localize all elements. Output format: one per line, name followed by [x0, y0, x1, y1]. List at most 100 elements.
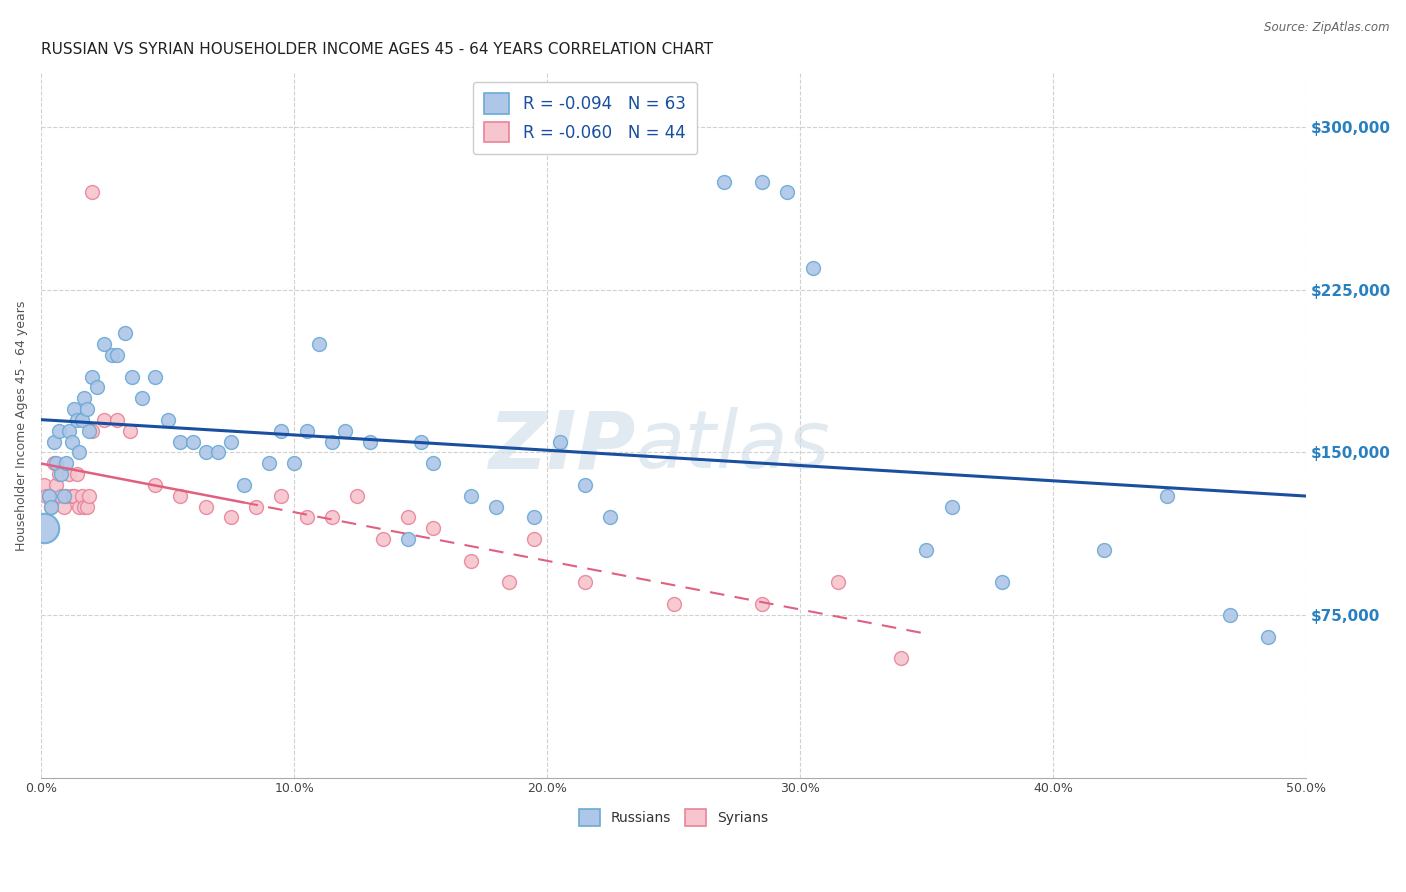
Point — [32, 478, 55, 492]
Point — [485, 500, 508, 514]
Point — [523, 510, 546, 524]
Point — [169, 434, 191, 449]
Text: ZIP: ZIP — [488, 408, 636, 485]
Point — [751, 175, 773, 189]
Point — [915, 543, 938, 558]
Point — [63, 489, 86, 503]
Point — [321, 434, 343, 449]
Point — [73, 391, 96, 405]
Text: atlas: atlas — [636, 408, 831, 485]
Point — [941, 500, 963, 514]
Point — [371, 532, 394, 546]
Point — [38, 489, 60, 503]
Point — [409, 434, 432, 449]
Point — [55, 489, 77, 503]
Point — [35, 489, 58, 503]
Point — [70, 489, 93, 503]
Point — [1219, 607, 1241, 622]
Point — [131, 391, 153, 405]
Point — [257, 456, 280, 470]
Point — [156, 413, 179, 427]
Point — [73, 500, 96, 514]
Point — [359, 434, 381, 449]
Point — [396, 532, 419, 546]
Point — [60, 489, 83, 503]
Point — [396, 510, 419, 524]
Point — [42, 456, 65, 470]
Point — [207, 445, 229, 459]
Text: RUSSIAN VS SYRIAN HOUSEHOLDER INCOME AGES 45 - 64 YEARS CORRELATION CHART: RUSSIAN VS SYRIAN HOUSEHOLDER INCOME AGE… — [41, 42, 713, 57]
Point — [270, 424, 292, 438]
Point — [574, 478, 596, 492]
Point — [105, 348, 128, 362]
Point — [80, 186, 103, 200]
Point — [181, 434, 204, 449]
Point — [32, 521, 55, 535]
Point — [93, 413, 115, 427]
Point — [65, 413, 87, 427]
Point — [776, 186, 799, 200]
Point — [77, 424, 100, 438]
Point — [890, 651, 912, 665]
Point — [308, 337, 330, 351]
Point — [662, 597, 685, 611]
Point — [80, 424, 103, 438]
Point — [105, 413, 128, 427]
Point — [219, 510, 242, 524]
Point — [77, 489, 100, 503]
Text: Source: ZipAtlas.com: Source: ZipAtlas.com — [1264, 21, 1389, 34]
Point — [42, 434, 65, 449]
Point — [65, 467, 87, 482]
Point — [295, 424, 318, 438]
Point — [232, 478, 254, 492]
Point — [48, 424, 70, 438]
Point — [751, 597, 773, 611]
Point — [599, 510, 621, 524]
Point — [58, 424, 80, 438]
Point — [169, 489, 191, 503]
Point — [574, 575, 596, 590]
Point — [460, 489, 482, 503]
Point — [1156, 489, 1178, 503]
Point — [51, 467, 73, 482]
Point — [52, 500, 75, 514]
Point — [1092, 543, 1115, 558]
Point — [45, 456, 67, 470]
Point — [58, 467, 80, 482]
Point — [118, 424, 141, 438]
Point — [991, 575, 1014, 590]
Point — [333, 424, 356, 438]
Point — [60, 434, 83, 449]
Point — [121, 369, 143, 384]
Point — [143, 369, 166, 384]
Point — [76, 500, 98, 514]
Point — [321, 510, 343, 524]
Point — [63, 402, 86, 417]
Y-axis label: Householder Income Ages 45 - 64 years: Householder Income Ages 45 - 64 years — [15, 301, 28, 550]
Point — [346, 489, 368, 503]
Point — [67, 445, 90, 459]
Point — [283, 456, 305, 470]
Point — [38, 489, 60, 503]
Point — [219, 434, 242, 449]
Point — [295, 510, 318, 524]
Point — [460, 554, 482, 568]
Point — [86, 380, 108, 394]
Point — [422, 456, 444, 470]
Point — [114, 326, 136, 341]
Point — [76, 402, 98, 417]
Legend: Russians, Syrians: Russians, Syrians — [571, 800, 776, 834]
Point — [523, 532, 546, 546]
Point — [52, 489, 75, 503]
Point — [245, 500, 267, 514]
Point — [143, 478, 166, 492]
Point — [51, 489, 73, 503]
Point — [1257, 630, 1279, 644]
Point — [93, 337, 115, 351]
Point — [827, 575, 849, 590]
Point — [422, 521, 444, 535]
Point — [39, 500, 62, 514]
Point — [801, 261, 824, 276]
Point — [194, 445, 217, 459]
Point — [55, 456, 77, 470]
